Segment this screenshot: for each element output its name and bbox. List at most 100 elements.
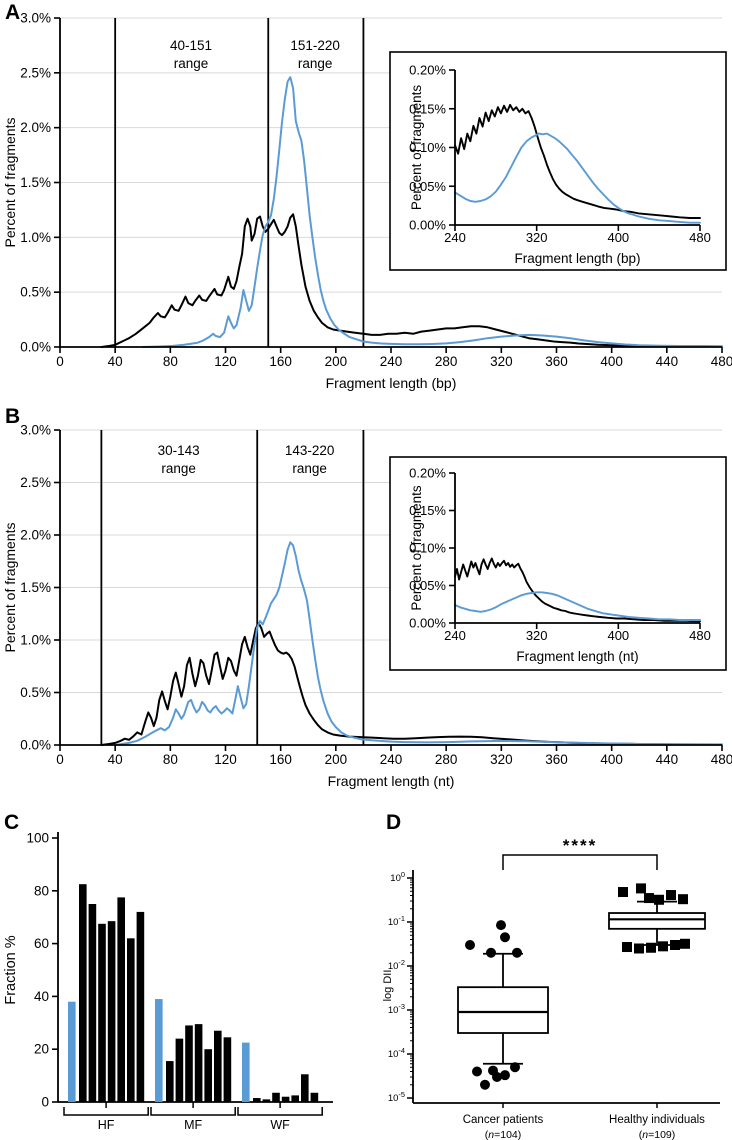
bar	[204, 1049, 212, 1102]
inset-box	[389, 456, 727, 671]
x-tick-label: 240	[444, 230, 466, 245]
bar	[185, 1025, 193, 1102]
y-tick-label: 1.0%	[20, 633, 51, 648]
y-tick-label: 0.5%	[20, 285, 51, 300]
x-tick-label: 200	[325, 752, 348, 767]
outlier-circle	[510, 1062, 520, 1073]
outlier-circle	[480, 1079, 490, 1090]
log-exponent: 0	[401, 870, 405, 879]
y-tick-label: 2.0%	[20, 120, 51, 135]
range-annotation: 151-220 range	[290, 38, 340, 71]
box	[457, 986, 549, 1034]
series-blue	[454, 591, 701, 621]
x-tick-label: 80	[163, 752, 178, 767]
x-tick-label: 280	[435, 354, 458, 369]
bar	[155, 999, 163, 1102]
y-tick-label: 0.0%	[20, 738, 51, 753]
log-base: 10	[388, 1049, 399, 1060]
bar	[214, 1030, 222, 1102]
series-black	[100, 213, 723, 348]
panel-a-label: A	[5, 1, 21, 24]
group-n-label: (n=109)	[639, 1129, 676, 1140]
y-axis-title: Percent of fragments	[409, 485, 424, 611]
group-bracket	[150, 1107, 236, 1116]
y-tick-label: 100	[26, 831, 49, 846]
x-tick-label: 400	[607, 628, 629, 643]
outlier-circle	[472, 1066, 482, 1077]
y-axis-title: Percent of fragments	[2, 523, 18, 653]
x-axis-title: Fragment length (nt)	[328, 773, 455, 789]
series-blue	[454, 132, 701, 224]
y-tick-label: 0.0%	[20, 340, 51, 355]
panel-a-chart: 40-151 range 151-220 range 0.0% 0.5% 1.0% 1.5% 2…	[2, 11, 732, 392]
x-tick-label: 480	[711, 752, 732, 767]
y-axis-title: log DII	[382, 970, 394, 1002]
outlier-circle	[500, 932, 510, 943]
y-tick-label: 2.5%	[20, 475, 51, 490]
log-exponent: -5	[398, 1090, 405, 1099]
outlier-square	[680, 938, 690, 949]
log-exponent: -3	[398, 1002, 405, 1011]
group-label: WF	[270, 1118, 290, 1132]
bar	[68, 1001, 76, 1102]
y-tick-label: 0.15%	[409, 101, 446, 116]
outlier-square	[678, 894, 688, 905]
y-tick-label: 60	[34, 936, 49, 951]
bar	[253, 1098, 261, 1102]
bar	[281, 1096, 290, 1102]
series-black	[100, 622, 723, 746]
group-bracket	[237, 1107, 323, 1116]
series-blue	[114, 541, 723, 746]
n-paren: (	[639, 1129, 643, 1140]
x-tick-label: 0	[56, 354, 64, 369]
outlier-square	[636, 883, 646, 894]
y-axis-title: Percent of fragments	[409, 85, 424, 211]
range-annotation-line: range	[298, 56, 333, 71]
x-tick-label: 480	[689, 628, 711, 643]
y-tick-label: 20	[34, 1042, 49, 1057]
range-annotation-line: 40-151	[170, 38, 212, 53]
group-label: MF	[184, 1118, 202, 1132]
outlier-square	[644, 893, 654, 904]
group-label: Cancer patients	[463, 1114, 544, 1126]
y-axis-title: Percent of fragments	[2, 118, 18, 248]
log-exponent: -1	[398, 914, 405, 923]
y-tick-label: 2.0%	[20, 528, 51, 543]
log-tick-label: 10-5	[388, 1090, 405, 1104]
log-exponent: -2	[398, 958, 405, 967]
x-tick-label: 400	[607, 230, 629, 245]
x-tick-label: 400	[600, 354, 623, 369]
bar	[272, 1092, 280, 1102]
outlier-square	[646, 942, 656, 953]
inset-box	[389, 51, 727, 271]
x-tick-label: 80	[163, 354, 178, 369]
range-annotation-line: range	[161, 461, 196, 476]
outlier-square	[670, 940, 680, 951]
bar	[194, 1024, 203, 1102]
log-exponent: -4	[398, 1046, 405, 1055]
x-axis-title: Fragment length (bp)	[326, 375, 457, 391]
x-tick-label: 320	[526, 628, 548, 643]
log-base: 10	[388, 1005, 399, 1016]
bar	[127, 938, 135, 1102]
significance-stars: ****	[563, 836, 597, 855]
y-tick-label: 0.5%	[20, 685, 51, 700]
x-tick-label: 160	[269, 752, 292, 767]
log-tick-label: 10-1	[388, 914, 405, 928]
x-tick-label: 360	[545, 354, 568, 369]
y-tick-label: 0.05%	[409, 179, 446, 194]
group-label: Healthy individuals	[609, 1114, 705, 1126]
y-tick-label: 0.15%	[409, 503, 446, 518]
x-tick-label: 160	[269, 354, 292, 369]
x-tick-label: 320	[490, 354, 513, 369]
x-tick-label: 40	[108, 752, 123, 767]
outlier-square	[654, 894, 664, 905]
series-black	[454, 557, 701, 623]
group-bracket	[63, 1107, 149, 1116]
x-tick-label: 440	[656, 354, 679, 369]
y-axis-title: Fraction %	[3, 935, 19, 1004]
outlier-square	[658, 941, 668, 952]
y-tick-label: 0.20%	[409, 63, 446, 78]
